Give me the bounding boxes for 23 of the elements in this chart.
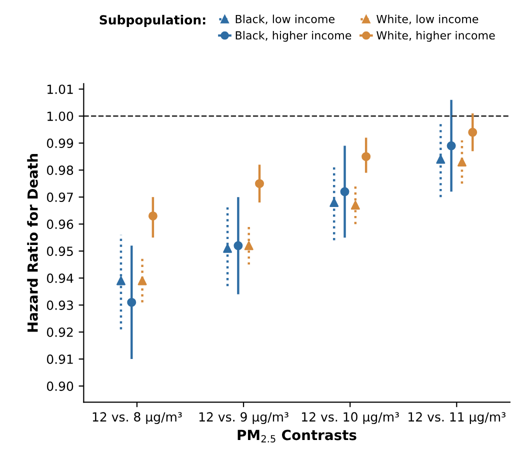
y-tick-label: 0.92 [46, 328, 73, 337]
y-tick-label: 0.90 [46, 382, 74, 391]
legend-label: White, low income [376, 14, 478, 24]
legend-label: Black, low income [236, 14, 334, 24]
x-tick-label: 12 vs. 8 μg/m³ [92, 412, 182, 424]
y-tick-label: 1.00 [48, 112, 74, 122]
legend-title: Subpopulation: [100, 14, 206, 27]
legend-label: White, higher income [376, 30, 495, 42]
legend-label: Black, higher income [236, 30, 352, 42]
y-tick-label: 0.95 [46, 246, 73, 256]
x-axis-title: PM$_{2.5}$ Contrasts [238, 430, 356, 442]
y-tick-label: 0.94 [46, 274, 74, 283]
y-tick-label: 0.99 [46, 138, 74, 148]
x-tick-label: 12 vs. 9 μg/m³ [199, 412, 288, 424]
x-tick-label: 12 vs. 10 μg/m³ [302, 412, 399, 424]
y-tick-label: 0.98 [46, 166, 74, 176]
y-tick-label: 1.01 [48, 84, 73, 94]
y-tick-label: 0.91 [46, 354, 73, 364]
y-axis-title: Hazard Ratio for Death [27, 154, 38, 332]
y-tick-label: 0.96 [46, 220, 74, 229]
x-tick-label: 12 vs. 11 μg/m³ [408, 412, 506, 424]
y-tick-label: 0.93 [46, 300, 73, 310]
y-tick-label: 0.97 [46, 192, 73, 202]
